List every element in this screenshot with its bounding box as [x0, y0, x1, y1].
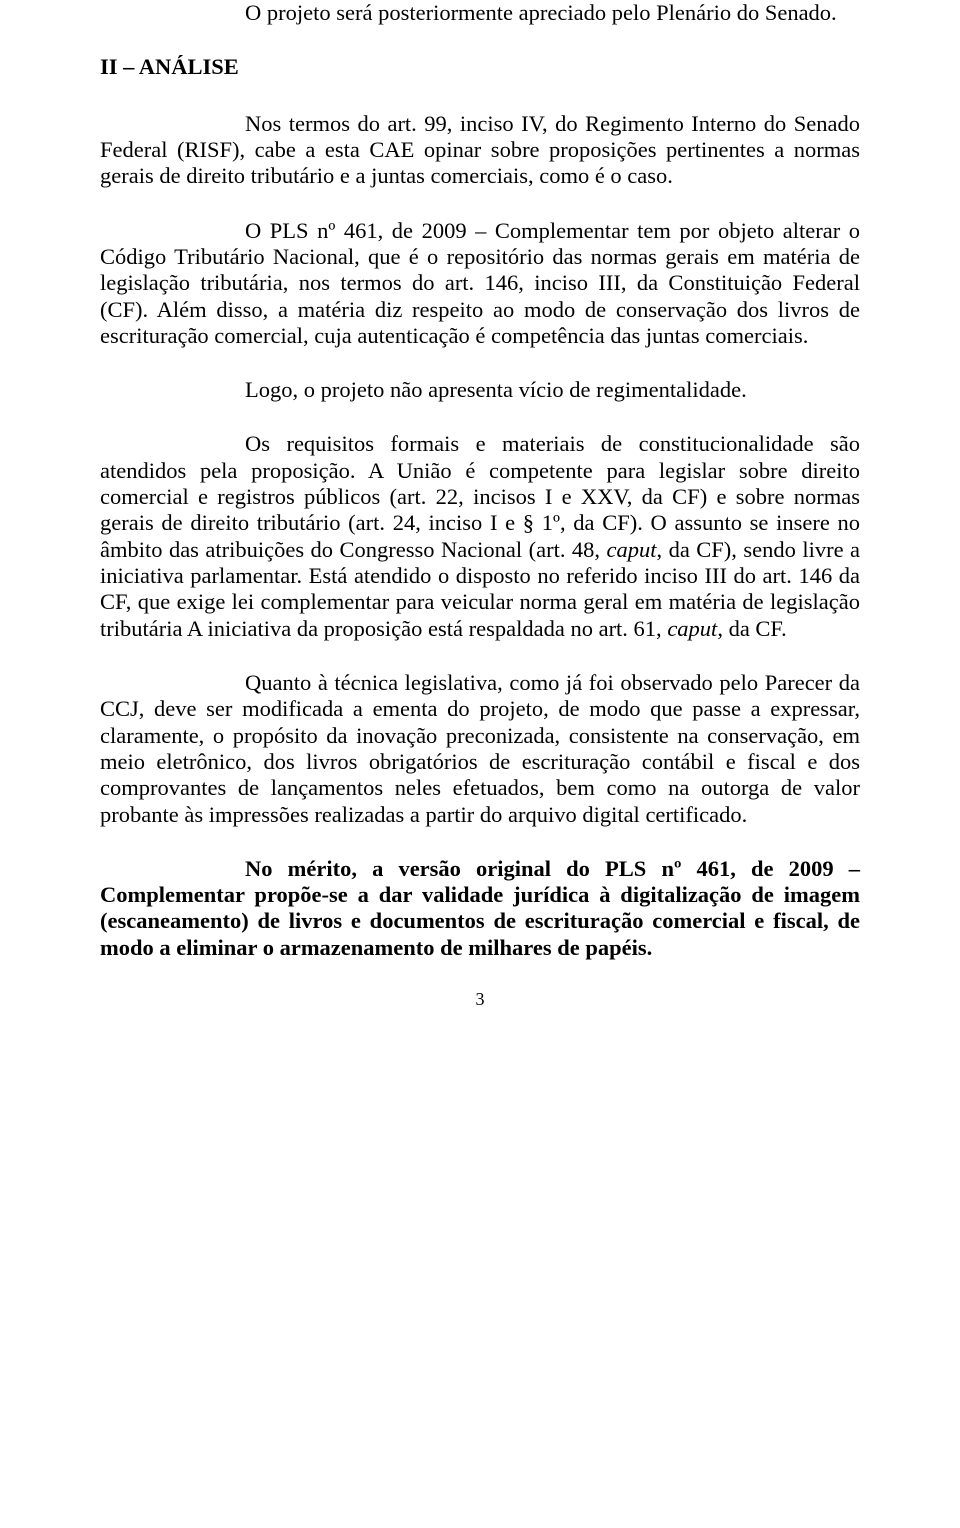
document-page: O projeto será posteriormente apreciado … [0, 0, 960, 1528]
paragraph-4: Logo, o projeto não apresenta vício de r… [100, 377, 860, 403]
paragraph-3: O PLS nº 461, de 2009 – Complementar tem… [100, 218, 860, 350]
paragraph-6: Quanto à técnica legislativa, como já fo… [100, 670, 860, 828]
page-number: 3 [100, 989, 860, 1010]
paragraph-2: Nos termos do art. 99, inciso IV, do Reg… [100, 111, 860, 190]
paragraph-intro: O projeto será posteriormente apreciado … [100, 0, 860, 26]
paragraph-5: Os requisitos formais e materiais de con… [100, 431, 860, 642]
paragraph-5-caput-1: caput [607, 537, 657, 562]
paragraph-7-merito: No mérito, a versão original do PLS nº 4… [100, 856, 860, 961]
paragraph-5-part-c: , da CF. [717, 616, 786, 641]
paragraph-5-caput-2: caput [667, 616, 717, 641]
section-heading-analise: II – ANÁLISE [100, 54, 860, 80]
